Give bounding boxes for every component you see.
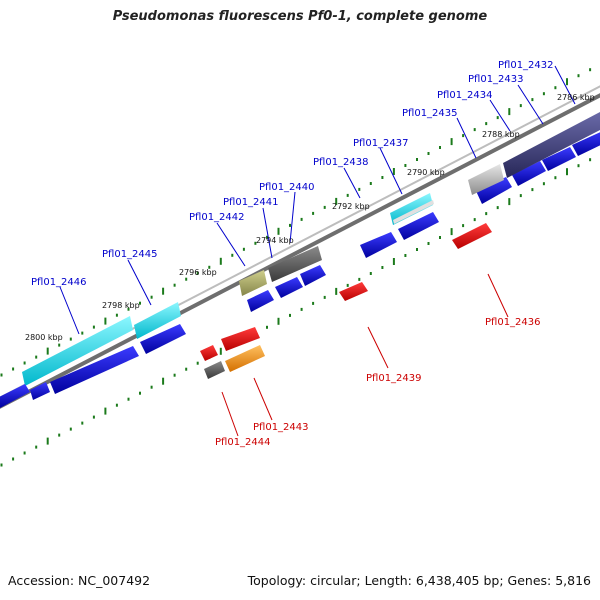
reverse-arrow[interactable]: [339, 282, 368, 301]
gene-label-2441[interactable]: Pfl01_2441: [223, 197, 279, 208]
reverse-gene-labels: Pfl01_2436 Pfl01_2439 Pfl01_2443 Pfl01_2…: [215, 317, 541, 448]
cds-arrow[interactable]: [572, 130, 600, 156]
cds-arrow[interactable]: [476, 177, 512, 204]
gene-block-2438[interactable]: [468, 164, 504, 195]
kbp-label: 2796 kbp: [179, 268, 217, 277]
gene-label-2438[interactable]: Pfl01_2438: [313, 157, 369, 168]
feature-blocks: [0, 112, 600, 408]
genome-summary-label: Topology: circular; Length: 6,438,405 bp…: [247, 573, 591, 588]
gene-block-2442[interactable]: [239, 270, 267, 296]
kbp-label: 2786 kbp: [557, 93, 595, 102]
reverse-arrow-grey[interactable]: [204, 361, 225, 379]
gene-block-2441[interactable]: [268, 246, 322, 282]
gene-label-2434[interactable]: Pfl01_2434: [437, 90, 493, 101]
cds-arrow[interactable]: [275, 277, 303, 298]
cds-arrow[interactable]: [30, 382, 50, 400]
gene-label-2442[interactable]: Pfl01_2442: [189, 212, 245, 223]
gene-label-2437[interactable]: Pfl01_2437: [353, 138, 409, 149]
gene-block-2434[interactable]: [503, 112, 600, 178]
map-title: Pseudomonas fluorescens Pf0-1, complete …: [112, 9, 488, 24]
leader-lines: [59, 65, 576, 437]
gene-label-2443[interactable]: Pfl01_2443: [253, 422, 309, 433]
kbp-label: 2794 kbp: [256, 236, 294, 245]
kbp-label: 2800 kbp: [25, 333, 63, 342]
cds-arrow[interactable]: [0, 384, 30, 408]
cds-arrow[interactable]: [398, 212, 439, 240]
cds-arrow[interactable]: [300, 265, 326, 286]
gene-label-2433[interactable]: Pfl01_2433: [468, 74, 524, 85]
forward-gene-labels: Pfl01_2432 Pfl01_2433 Pfl01_2434 Pfl01_2…: [31, 60, 554, 288]
gene-label-2435[interactable]: Pfl01_2435: [402, 108, 458, 119]
reverse-arrow-orange[interactable]: [225, 345, 265, 372]
gene-label-2445[interactable]: Pfl01_2445: [102, 249, 158, 260]
backbone-strand-outer: [0, 93, 600, 409]
tick-row-outer: [0, 68, 592, 377]
cds-arrow[interactable]: [247, 290, 274, 312]
cds-arrow[interactable]: [542, 147, 576, 171]
cds-arrow[interactable]: [50, 346, 139, 394]
cds-arrow[interactable]: [512, 161, 546, 186]
reverse-arrow[interactable]: [221, 327, 260, 351]
kbp-label: 2790 kbp: [407, 168, 445, 177]
rrna-block-2445[interactable]: [134, 302, 181, 339]
kbp-label: 2798 kbp: [102, 301, 140, 310]
cds-arrow[interactable]: [360, 232, 397, 258]
position-labels: 2786 kbp 2788 kbp 2790 kbp 2792 kbp 2794…: [25, 93, 595, 342]
accession-label: Accession: NC_007492: [8, 573, 151, 588]
rrna-block-2446[interactable]: [22, 316, 133, 386]
kbp-label: 2788 kbp: [482, 130, 520, 139]
reverse-arrow[interactable]: [452, 223, 492, 249]
rrna-block-2437-lower: [393, 200, 434, 224]
gene-label-2432[interactable]: Pfl01_2432: [498, 60, 554, 71]
gene-label-2439[interactable]: Pfl01_2439: [366, 373, 422, 384]
reverse-arrow[interactable]: [200, 345, 218, 361]
gene-label-2444[interactable]: Pfl01_2444: [215, 437, 271, 448]
gene-label-2436[interactable]: Pfl01_2436: [485, 317, 541, 328]
gene-label-2446[interactable]: Pfl01_2446: [31, 277, 87, 288]
gene-label-2440[interactable]: Pfl01_2440: [259, 182, 315, 193]
cds-arrow[interactable]: [140, 324, 186, 354]
kbp-label: 2792 kbp: [332, 202, 370, 211]
